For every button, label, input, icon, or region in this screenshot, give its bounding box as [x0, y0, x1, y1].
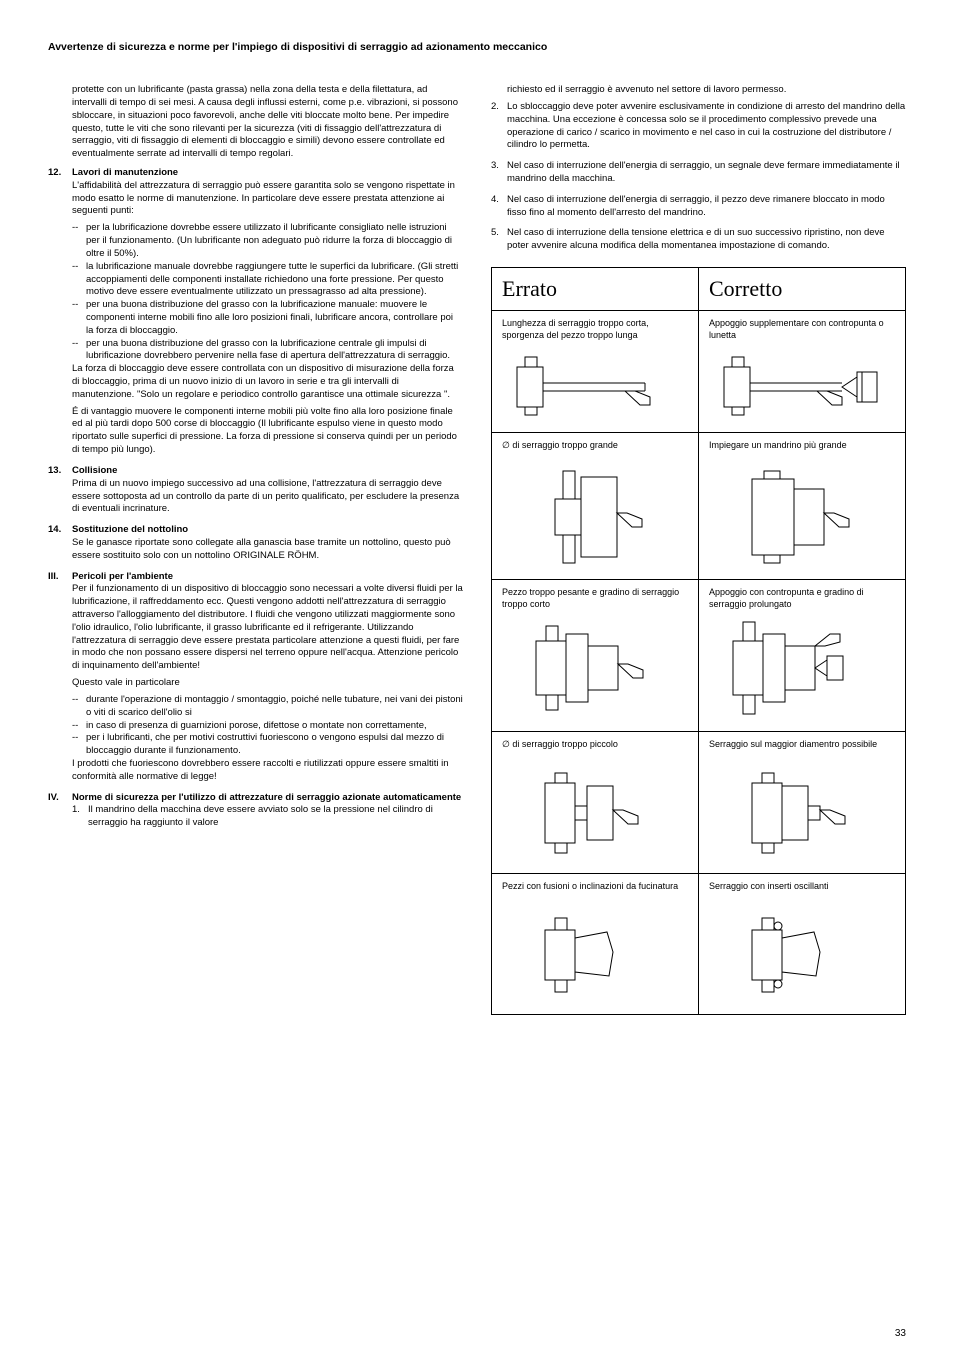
s13-num: 13.	[48, 465, 72, 478]
sIII-p2: Questo vale in particolare	[72, 677, 463, 690]
dash-icon: --	[72, 720, 86, 733]
diagram-r1r	[709, 347, 895, 422]
dash-icon: --	[72, 694, 86, 720]
s12-b4: per una buona distribuzione del grasso c…	[86, 338, 463, 364]
r5r-text: Serraggio con inserti oscillanti	[709, 880, 895, 904]
s14-num: 14.	[48, 524, 72, 537]
ol-num: 5.	[491, 227, 507, 253]
diagram-r5r	[709, 910, 895, 1005]
sIII-b1: durante l'operazione di montaggio / smon…	[86, 694, 463, 720]
page-header: Avvertenze di sicurezza e norme per l'im…	[48, 40, 906, 54]
r1r-text: Appoggio supplementare con contropunta o…	[709, 317, 895, 341]
s12-p1: L'affidabilità del attrezzatura di serra…	[72, 180, 463, 218]
diagram-r4r	[709, 768, 895, 863]
page-number: 33	[895, 1327, 906, 1341]
right-o2: Lo sbloccaggio deve poter avvenire esclu…	[507, 101, 906, 152]
sIV-title: Norme di sicurezza per l'utilizzo di att…	[72, 792, 461, 805]
comparison-table: Errato Corretto Lunghezza di serraggio t…	[491, 267, 906, 1015]
s12-b2: la lubrificazione manuale dovrebbe raggi…	[86, 261, 463, 299]
dash-icon: --	[72, 261, 86, 299]
sIV-o1: Il mandrino della macchina deve essere a…	[88, 804, 463, 830]
s14-p1: Se le ganasce riportate sono collegate a…	[72, 537, 463, 563]
r4l-text: ∅ di serraggio troppo piccolo	[502, 738, 688, 762]
s14-title: Sostituzione del nottolino	[72, 524, 188, 537]
r3r-text: Appoggio con contropunta e gradino di se…	[709, 586, 895, 610]
dash-icon: --	[72, 222, 86, 260]
sIV-num: IV.	[48, 792, 72, 805]
ol-num: 1.	[72, 804, 88, 830]
right-o4: Nel caso di interruzione dell'energia di…	[507, 194, 906, 220]
r3l-text: Pezzo troppo pesante e gradino di serrag…	[502, 586, 688, 610]
diagram-r2l	[502, 469, 688, 569]
diagram-r5l	[502, 910, 688, 1005]
diagram-r3l	[502, 616, 688, 721]
intro-para: protette con un lubrificante (pasta gras…	[72, 84, 463, 161]
right-o3: Nel caso di interruzione dell'energia di…	[507, 160, 906, 186]
ol-num: 4.	[491, 194, 507, 220]
table-head-right: Corretto	[698, 268, 905, 310]
s13-title: Collisione	[72, 465, 117, 478]
sIII-title: Pericoli per l'ambiente	[72, 571, 173, 584]
right-o5: Nel caso di interruzione della tensione …	[507, 227, 906, 253]
dash-icon: --	[72, 732, 86, 758]
diagram-r1l	[502, 347, 688, 422]
sIII-b3: per i lubrificanti, che per motivi costr…	[86, 732, 463, 758]
sIII-b2: in caso di presenza di guarnizioni poros…	[86, 720, 427, 733]
left-column: protette con un lubrificante (pasta gras…	[48, 84, 463, 1015]
r2r-text: Impiegare un mandrino più grande	[709, 439, 895, 463]
table-head-left: Errato	[492, 268, 698, 310]
s12-b1: per la lubrificazione dovrebbe essere ut…	[86, 222, 463, 260]
s12-p2: La forza di bloccaggio deve essere contr…	[72, 363, 463, 401]
dash-icon: --	[72, 338, 86, 364]
sIII-num: III.	[48, 571, 72, 584]
s12-num: 12.	[48, 167, 72, 180]
dash-icon: --	[72, 299, 86, 337]
sIII-p1: Per il funzionamento di un dispositivo d…	[72, 583, 463, 673]
ol-num: 2.	[491, 101, 507, 152]
r4r-text: Serraggio sul maggior diamentro possibil…	[709, 738, 895, 762]
r1l-text: Lunghezza di serraggio troppo corta, spo…	[502, 317, 688, 341]
s13-p1: Prima di un nuovo impiego successivo ad …	[72, 478, 463, 516]
r5l-text: Pezzi con fusioni o inclinazioni da fuci…	[502, 880, 688, 904]
diagram-r3r	[709, 616, 895, 721]
diagram-r4l	[502, 768, 688, 863]
right-column: richiesto ed il serraggio è avvenuto nel…	[491, 84, 906, 1015]
r2l-text: ∅ di serraggio troppo grande	[502, 439, 688, 463]
sIII-p3: I prodotti che fuoriescono dovrebbero es…	[72, 758, 463, 784]
ol-num: 3.	[491, 160, 507, 186]
s12-title: Lavori di manutenzione	[72, 167, 178, 180]
diagram-r2r	[709, 469, 895, 569]
s12-b3: per una buona distribuzione del grasso c…	[86, 299, 463, 337]
right-intro: richiesto ed il serraggio è avvenuto nel…	[507, 84, 906, 97]
s12-p3: É di vantaggio muovere le componenti int…	[72, 406, 463, 457]
